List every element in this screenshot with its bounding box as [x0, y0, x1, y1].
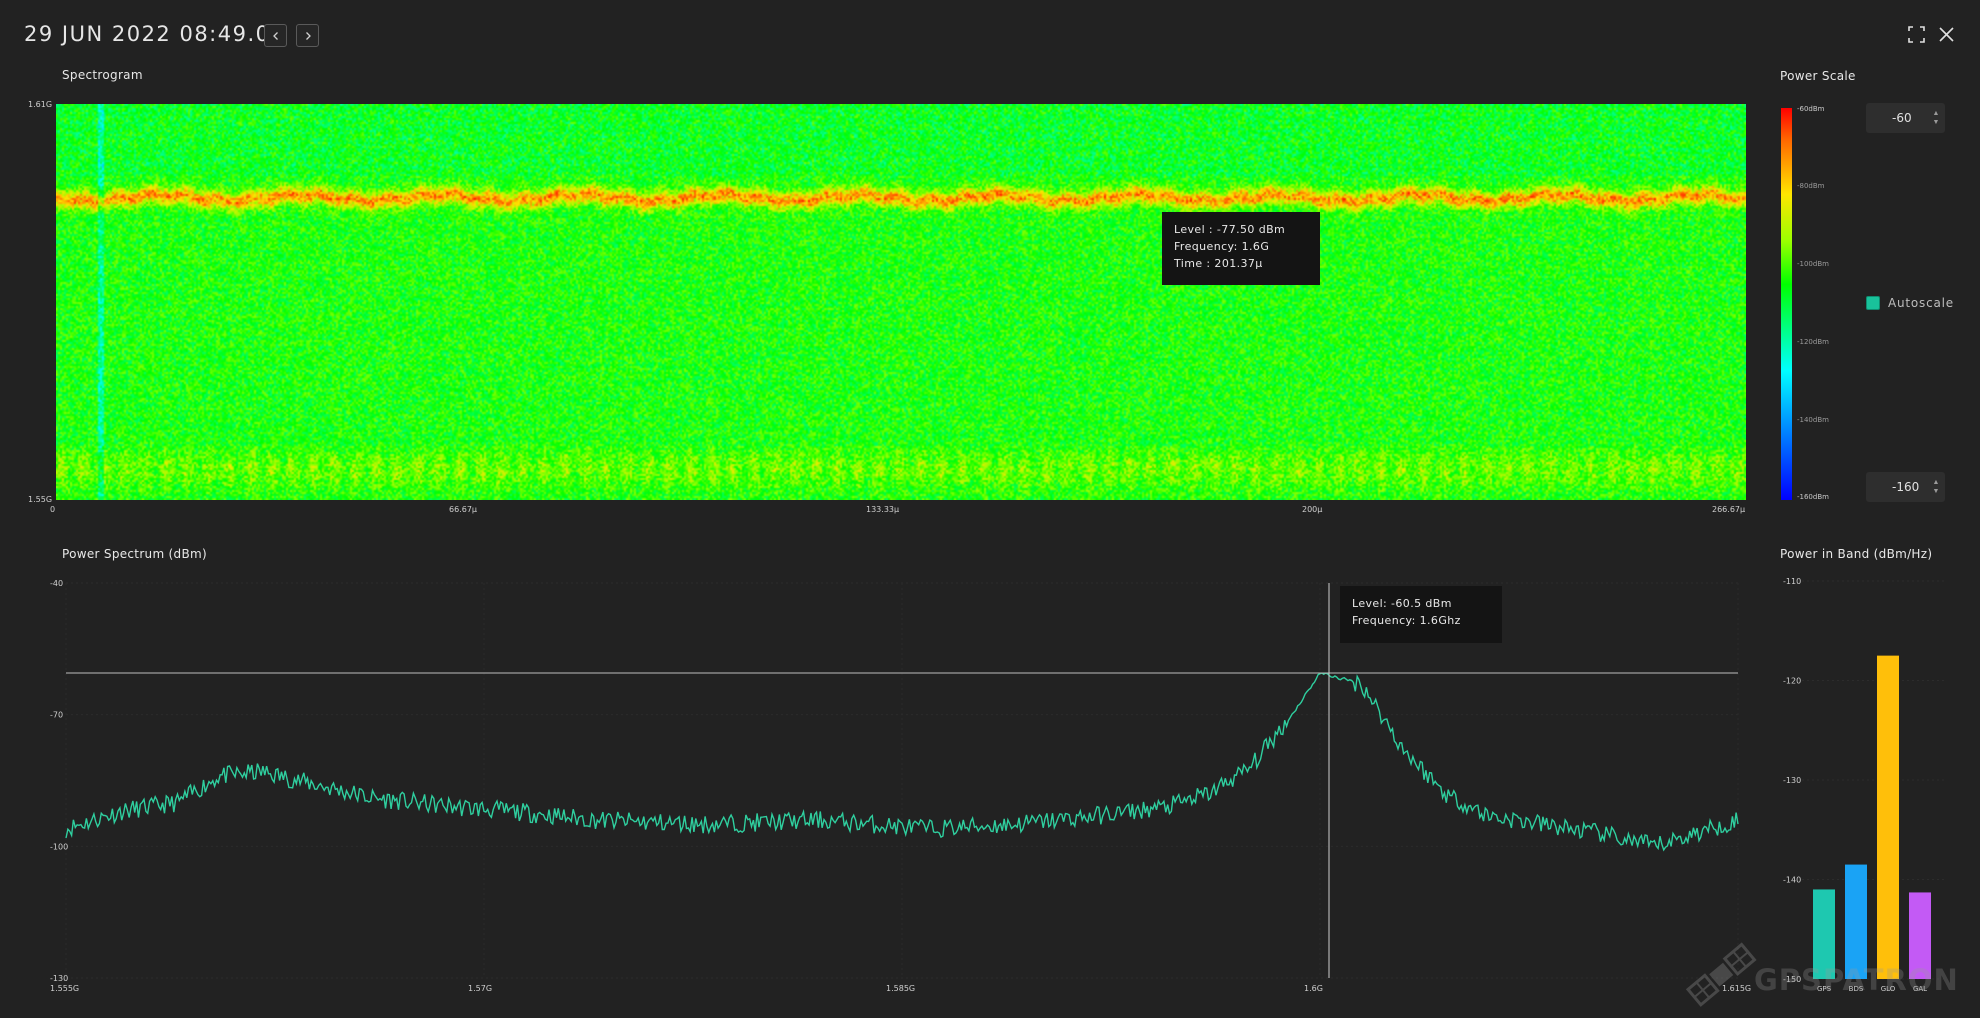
spectrogram-plot[interactable] [56, 104, 1746, 500]
power-spectrum-tooltip: Level: -60.5 dBm Frequency: 1.6Ghz [1340, 586, 1502, 643]
spectrogram-y-bottom-label: 1.55G [28, 495, 53, 504]
spectrogram-x-tick: 0 [50, 505, 56, 514]
power-spectrum-x-tick: 1.6G [1304, 984, 1323, 993]
power-in-band-y-tick: -110 [1783, 577, 1801, 586]
colorbar-label: -60dBm [1797, 105, 1825, 113]
colorbar-label: -80dBm [1797, 182, 1825, 190]
power-spectrum-title: Power Spectrum (dBm) [62, 547, 207, 561]
decrement-icon[interactable]: ▼ [1932, 119, 1940, 126]
fullscreen-icon [1908, 26, 1925, 43]
spectrogram-canvas[interactable] [56, 104, 1746, 500]
fullscreen-button[interactable] [1908, 26, 1925, 48]
autoscale-checkbox[interactable]: Autoscale [1866, 296, 1954, 310]
tooltip-frequency: Frequency: 1.6Ghz [1352, 614, 1461, 627]
autoscale-label: Autoscale [1888, 296, 1954, 310]
satellite-icon [1685, 942, 1757, 1007]
close-button[interactable] [1938, 26, 1955, 48]
watermark: GPSPATRON [1678, 934, 1978, 1018]
timestamp: 29 JUN 2022 08:49.02 [24, 22, 286, 46]
spectrogram-title: Spectrogram [62, 68, 143, 82]
power-in-band-y-tick: -140 [1783, 876, 1801, 885]
decrement-icon[interactable]: ▼ [1932, 488, 1940, 495]
spectrogram-x-tick: 133.33µ [866, 505, 900, 514]
power-spectrum-y-tick: -100 [50, 842, 68, 851]
spectrogram-y-top-label: 1.61G [28, 100, 53, 109]
min-power-value[interactable]: -160 [1892, 480, 1920, 494]
increment-icon[interactable]: ▲ [1932, 479, 1940, 486]
power-in-band-title: Power in Band (dBm/Hz) [1780, 547, 1933, 561]
power-spectrum-x-tick: 1.585G [886, 984, 915, 993]
checkbox-box[interactable] [1866, 296, 1880, 310]
power-spectrum-y-tick: -70 [50, 711, 63, 720]
power-spectrum-x-tick: 1.57G [468, 984, 492, 993]
colorbar-label: -100dBm [1797, 260, 1829, 268]
increment-icon[interactable]: ▲ [1932, 110, 1940, 117]
chevron-left-icon [272, 31, 278, 40]
power-spectrum-y-tick: -40 [50, 579, 63, 588]
colorbar-label: -160dBm [1797, 493, 1829, 501]
power-spectrum-line[interactable] [65, 672, 1739, 852]
spectrogram-x-tick: 66.67µ [449, 505, 477, 514]
power-in-band-y-tick: -130 [1783, 776, 1801, 785]
band-bar-glo[interactable] [1877, 655, 1899, 979]
max-power-stepper[interactable]: -60 ▲ ▼ [1866, 103, 1945, 133]
min-power-stepper[interactable]: -160 ▲ ▼ [1866, 472, 1945, 502]
next-button[interactable] [296, 24, 319, 47]
watermark-graphic: GPSPATRON [1685, 942, 1959, 1007]
spectrogram-x-tick: 266.67µ [1712, 505, 1746, 514]
watermark-text: GPSPATRON [1754, 963, 1959, 997]
power-spectrum-x-tick: 1.555G [50, 984, 79, 993]
previous-button[interactable] [264, 24, 287, 47]
spectrogram-tooltip: Level : -77.50 dBm Frequency: 1.6G Time … [1162, 212, 1320, 285]
tooltip-level: Level: -60.5 dBm [1352, 597, 1452, 610]
power-colorbar [1781, 108, 1792, 500]
tooltip-time: Time : 201.37µ [1174, 257, 1263, 270]
colorbar-label: -120dBm [1797, 338, 1829, 346]
power-in-band-y-tick: -120 [1783, 677, 1801, 686]
power-spectrum-y-tick: -130 [50, 974, 68, 983]
colorbar-label: -140dBm [1797, 416, 1829, 424]
spectrogram-x-tick: 200µ [1302, 505, 1323, 514]
max-power-value[interactable]: -60 [1892, 111, 1912, 125]
power-scale-title: Power Scale [1780, 69, 1856, 83]
tooltip-frequency: Frequency: 1.6G [1174, 240, 1270, 253]
close-icon [1939, 27, 1954, 42]
chevron-right-icon [305, 31, 311, 40]
tooltip-level: Level : -77.50 dBm [1174, 223, 1286, 236]
